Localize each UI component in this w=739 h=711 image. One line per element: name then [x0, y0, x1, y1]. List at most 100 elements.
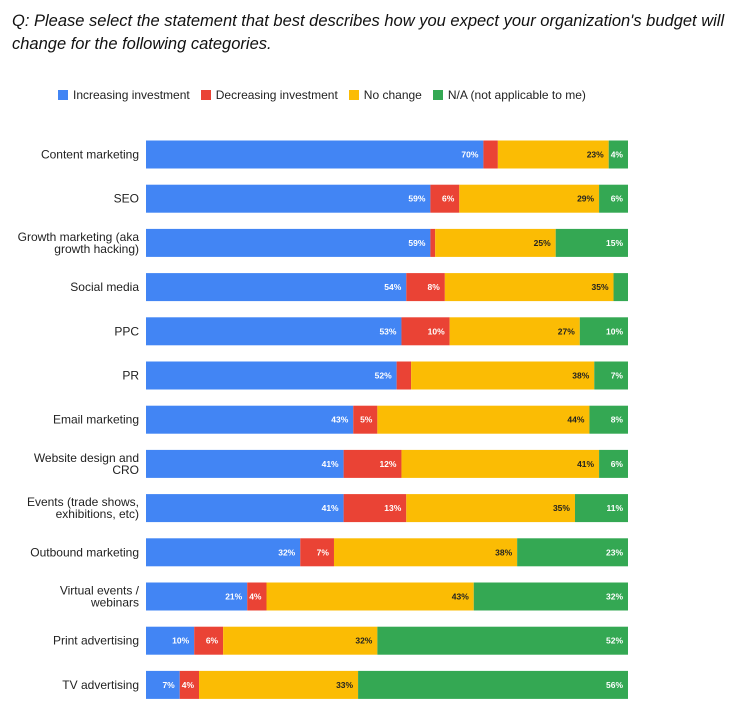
bar-segment-na	[377, 626, 628, 655]
data-label-na: 15%	[606, 238, 623, 248]
legend-item-na: N/A (not applicable to me)	[432, 88, 586, 102]
bar-segment-na	[579, 317, 628, 346]
bar-segment-no-change	[435, 228, 556, 257]
data-label-increasing: 59%	[408, 238, 425, 248]
data-label-decreasing: 12%	[379, 459, 396, 469]
data-label-increasing: 59%	[408, 194, 425, 204]
legend-item-no-change: No change	[348, 88, 422, 102]
data-label-no-change: 44%	[567, 415, 584, 425]
bar-segment-decreasing	[483, 140, 498, 169]
data-label-decreasing: 6%	[442, 194, 455, 204]
bar-segment-no-change	[411, 361, 595, 390]
bar-segment-decreasing	[406, 273, 445, 302]
data-label-increasing: 21%	[225, 592, 242, 602]
data-label-increasing: 54%	[384, 282, 401, 292]
data-label-increasing: 32%	[278, 547, 295, 557]
legend-label-na: N/A (not applicable to me)	[447, 88, 586, 102]
bar-segment-decreasing	[353, 405, 378, 434]
bar-segment-no-change	[497, 140, 609, 169]
bar-segment-decreasing	[179, 670, 200, 699]
legend-swatch-increasing	[58, 90, 68, 100]
data-label-increasing: 41%	[322, 503, 339, 513]
data-label-decreasing: 6%	[206, 636, 219, 646]
bar-segment-decreasing	[343, 494, 407, 523]
bar-segment-decreasing	[247, 582, 267, 611]
data-label-no-change: 35%	[553, 503, 570, 513]
legend-label-increasing: Increasing investment	[73, 88, 190, 102]
data-label-no-change: 23%	[587, 150, 604, 160]
bar-segment-no-change	[377, 405, 590, 434]
bar-segment-decreasing	[300, 538, 334, 567]
legend: Increasing investment Decreasing investm…	[58, 88, 597, 102]
legend-item-increasing: Increasing investment	[58, 88, 190, 102]
legend-swatch-no-change	[348, 90, 359, 100]
bar-segment-na	[613, 273, 628, 302]
bar-segment-increasing	[146, 273, 407, 302]
category-label: Email marketing	[53, 413, 139, 427]
data-label-na: 4%	[611, 150, 624, 160]
data-label-na: 6%	[611, 459, 624, 469]
bar-segment-increasing	[146, 626, 195, 655]
data-label-no-change: 27%	[558, 326, 575, 336]
data-label-no-change: 35%	[592, 282, 609, 292]
bar-segment-no-change	[199, 670, 359, 699]
bar-segment-na	[594, 361, 628, 390]
bar-segment-decreasing	[396, 361, 412, 390]
data-label-increasing: 52%	[375, 371, 392, 381]
legend-label-no-change: No change	[363, 88, 422, 102]
category-label: Events (trade shows, exhibitions, etc)	[27, 495, 139, 521]
bar-segment-na	[589, 405, 628, 434]
data-label-no-change: 38%	[572, 371, 589, 381]
bar-segment-na	[517, 538, 628, 567]
legend-item-decreasing: Decreasing investment	[200, 88, 338, 102]
data-label-na: 56%	[606, 680, 623, 690]
bar-segment-decreasing	[430, 228, 436, 257]
bar-segment-decreasing	[401, 317, 450, 346]
bar-segment-na	[473, 582, 628, 611]
bar-segment-no-change	[266, 582, 474, 611]
data-label-increasing: 7%	[162, 680, 175, 690]
legend-label-decreasing: Decreasing investment	[215, 88, 338, 102]
bar-segment-increasing	[146, 582, 248, 611]
bar-segment-na	[555, 228, 628, 257]
legend-swatch-decreasing	[200, 90, 211, 100]
bar-segment-no-change	[401, 449, 600, 478]
bar-segment-increasing	[146, 538, 301, 567]
data-label-no-change: 43%	[452, 592, 469, 602]
data-label-decreasing: 10%	[428, 326, 445, 336]
data-label-na: 10%	[606, 326, 623, 336]
data-label-na: 23%	[606, 547, 623, 557]
data-label-decreasing: 13%	[384, 503, 401, 513]
category-label: Print advertising	[53, 634, 139, 648]
bar-segment-na	[599, 449, 628, 478]
bar-segment-no-change	[459, 184, 600, 213]
data-label-no-change: 25%	[534, 238, 551, 248]
bar-segment-no-change	[333, 538, 518, 567]
data-label-increasing: 53%	[379, 326, 396, 336]
category-label: Growth marketing (aka growth hacking)	[18, 230, 140, 256]
data-label-no-change: 41%	[577, 459, 594, 469]
data-label-decreasing: 8%	[428, 282, 441, 292]
data-label-increasing: 70%	[461, 150, 478, 160]
data-label-na: 8%	[611, 415, 624, 425]
bar-segment-increasing	[146, 140, 484, 169]
category-label: Outbound marketing	[30, 545, 139, 559]
bar-segment-na	[599, 184, 628, 213]
data-label-na: 11%	[606, 503, 623, 513]
category-label: PPC	[114, 324, 139, 338]
bar-segment-increasing	[146, 184, 431, 213]
data-label-decreasing: 4%	[182, 680, 195, 690]
data-label-na: 6%	[611, 194, 624, 204]
bar-segment-na	[608, 140, 628, 169]
category-label: TV advertising	[62, 678, 139, 692]
category-label: PR	[122, 369, 139, 383]
bar-segment-increasing	[146, 405, 354, 434]
data-label-decreasing: 4%	[249, 592, 262, 602]
question-title: Q: Please select the statement that best…	[12, 12, 725, 53]
bar-segment-increasing	[146, 361, 397, 390]
bar-segment-decreasing	[430, 184, 460, 213]
bar-segment-increasing	[146, 494, 344, 523]
bar-segment-increasing	[146, 449, 344, 478]
bar-segment-increasing	[146, 228, 431, 257]
bar-segment-no-change	[406, 494, 575, 523]
